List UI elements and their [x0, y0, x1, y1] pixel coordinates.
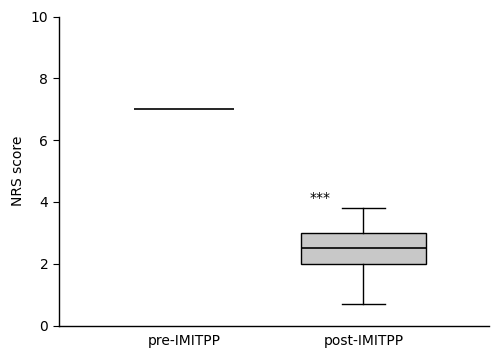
FancyBboxPatch shape — [300, 233, 426, 264]
Y-axis label: NRS score: NRS score — [11, 136, 25, 206]
Text: ***: *** — [310, 191, 330, 205]
